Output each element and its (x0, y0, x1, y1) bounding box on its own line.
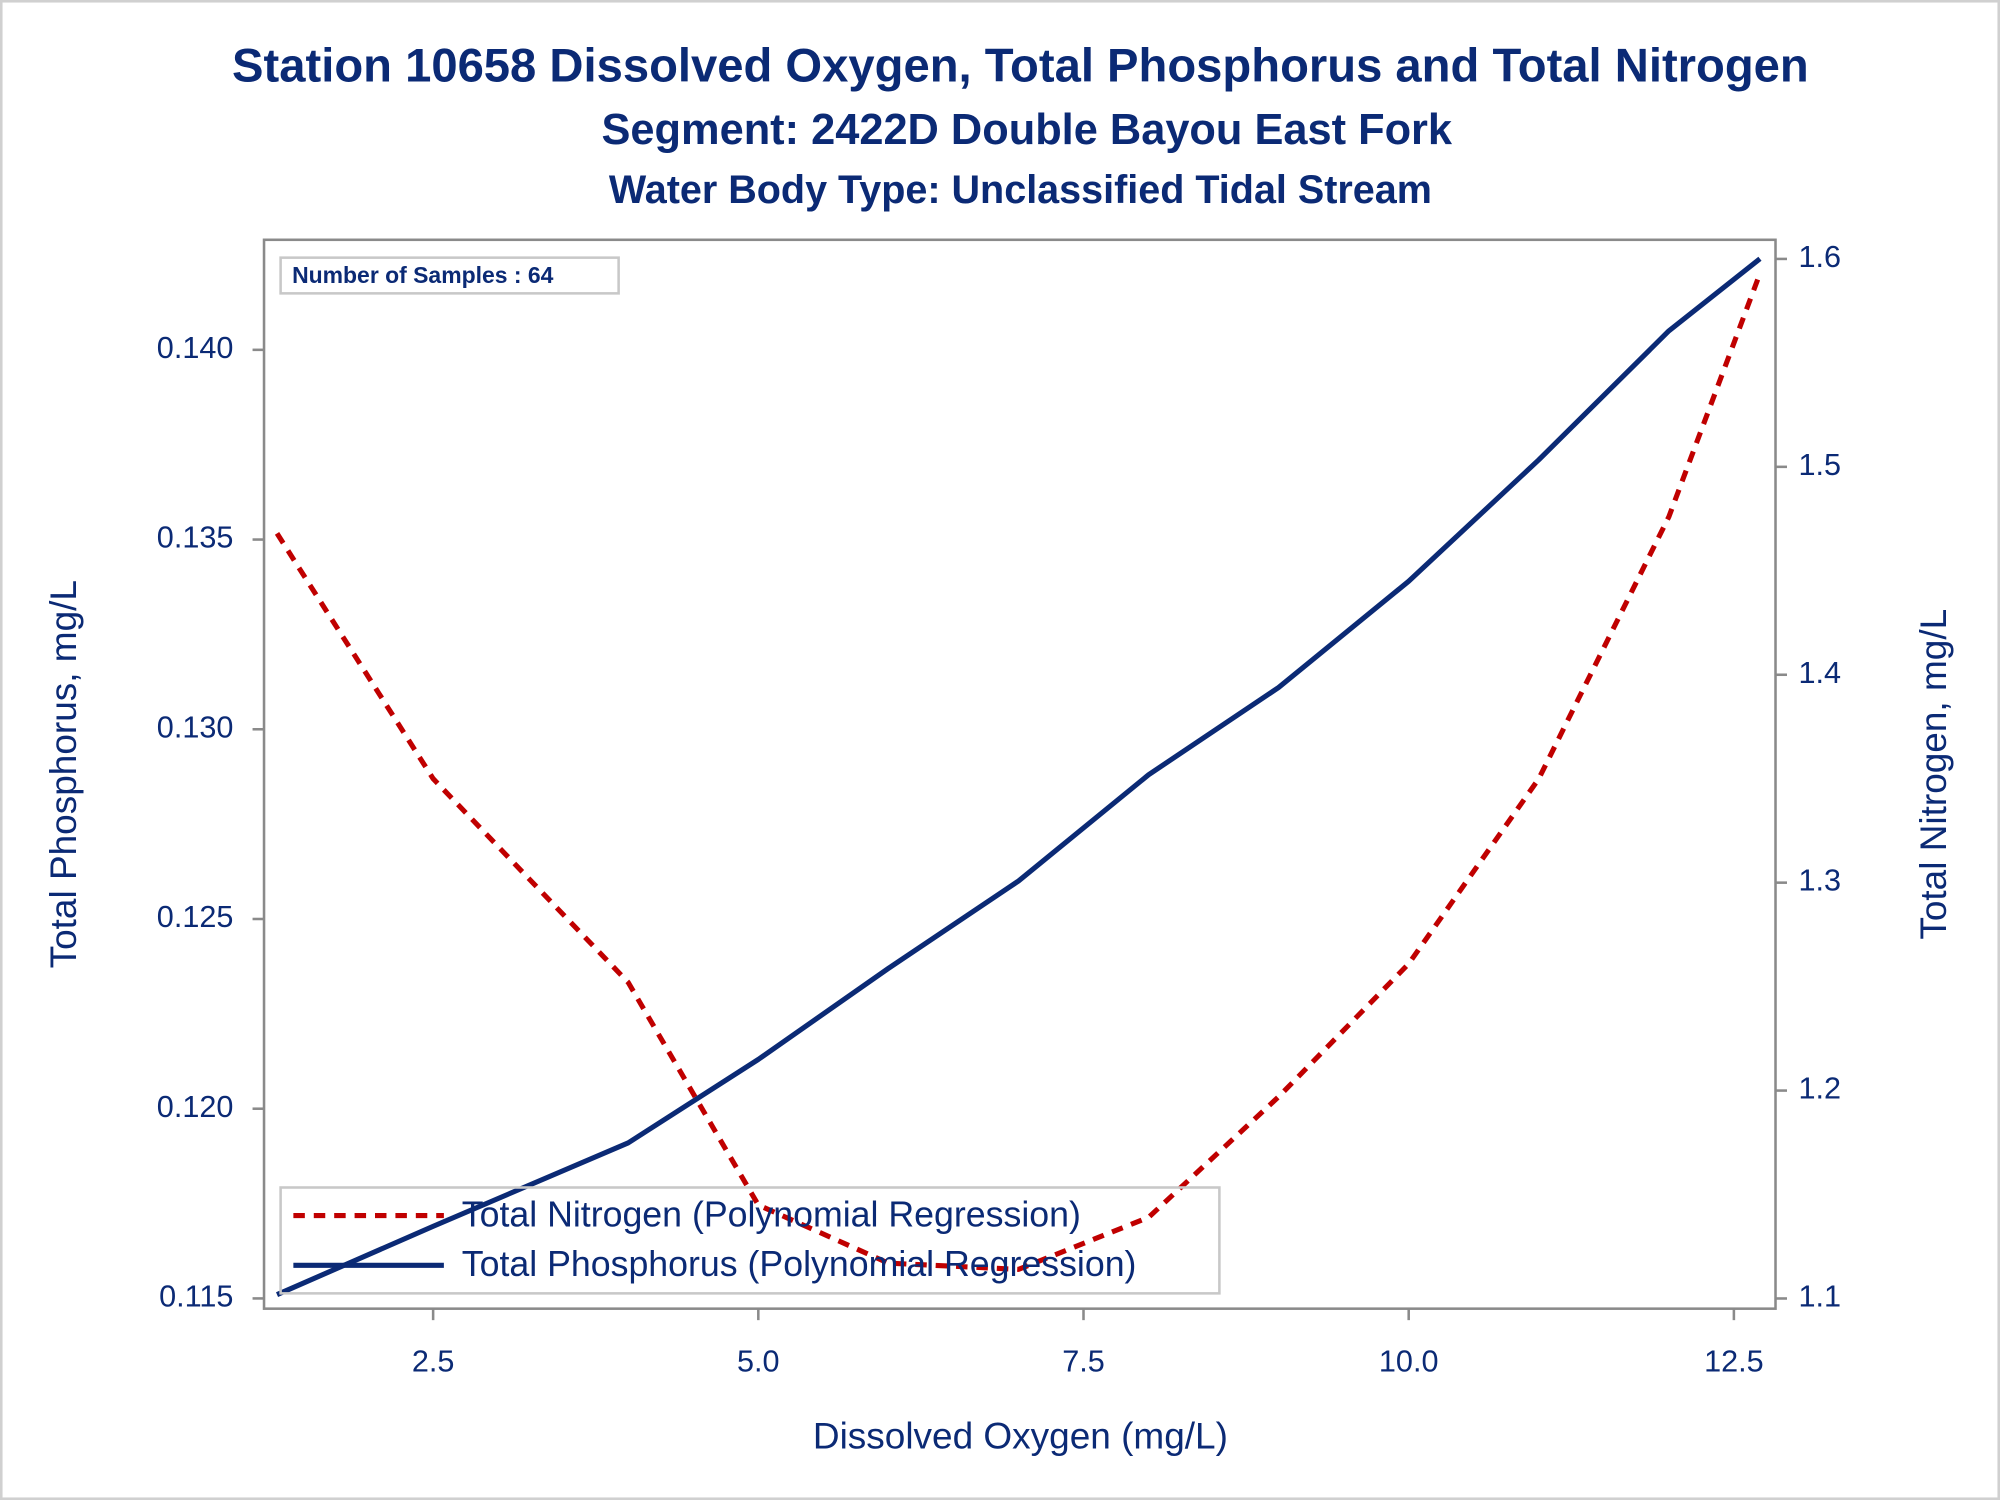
y2-tick-label: 1.1 (1798, 1280, 1841, 1314)
y-tick-label: 0.135 (157, 521, 234, 555)
y2-tick-label: 1.3 (1798, 864, 1841, 898)
legend-box (279, 1186, 1221, 1295)
y2-tick-label: 1.6 (1798, 240, 1841, 274)
series-line (274, 272, 1763, 1272)
plot-area (262, 238, 1777, 1310)
x-tick-label: 7.5 (1062, 1345, 1105, 1379)
legend-label: Total Nitrogen (Polynomial Regression) (462, 1194, 1081, 1234)
y-tick-label: 0.125 (157, 900, 234, 934)
chart-title: Station 10658 Dissolved Oxygen, Total Ph… (232, 39, 1809, 92)
y-tick-label: 0.130 (157, 710, 234, 744)
y-axis-label: Total Phosphorus, mg/L (43, 580, 84, 968)
series-line (276, 256, 1762, 1297)
x-axis-label: Dissolved Oxygen (mg/L) (813, 1416, 1228, 1457)
y-tick-label: 0.140 (157, 331, 234, 365)
x-tick-label: 2.5 (412, 1345, 455, 1379)
annotation: Number of Samples : 64 (292, 262, 554, 288)
chart-subtitle: Water Body Type: Unclassified Tidal Stre… (609, 168, 1432, 212)
chart-subtitle: Segment: 2422D Double Bayou East Fork (602, 106, 1453, 154)
x-tick-label: 12.5 (1704, 1345, 1764, 1379)
y2-tick-label: 1.5 (1798, 448, 1841, 482)
y2-tick-label: 1.2 (1798, 1072, 1841, 1106)
y-tick-label: 0.120 (157, 1090, 234, 1124)
y-tick-label: 0.115 (159, 1280, 233, 1314)
y2-tick-label: 1.4 (1798, 656, 1841, 690)
legend-label: Total Phosphorus (Polynomial Regression) (462, 1244, 1137, 1284)
annotation-box (279, 256, 620, 295)
x-tick-label: 5.0 (737, 1345, 780, 1379)
x-tick-label: 10.0 (1379, 1345, 1439, 1379)
y2-axis-label: Total Nitrogen, mg/L (1913, 609, 1954, 940)
